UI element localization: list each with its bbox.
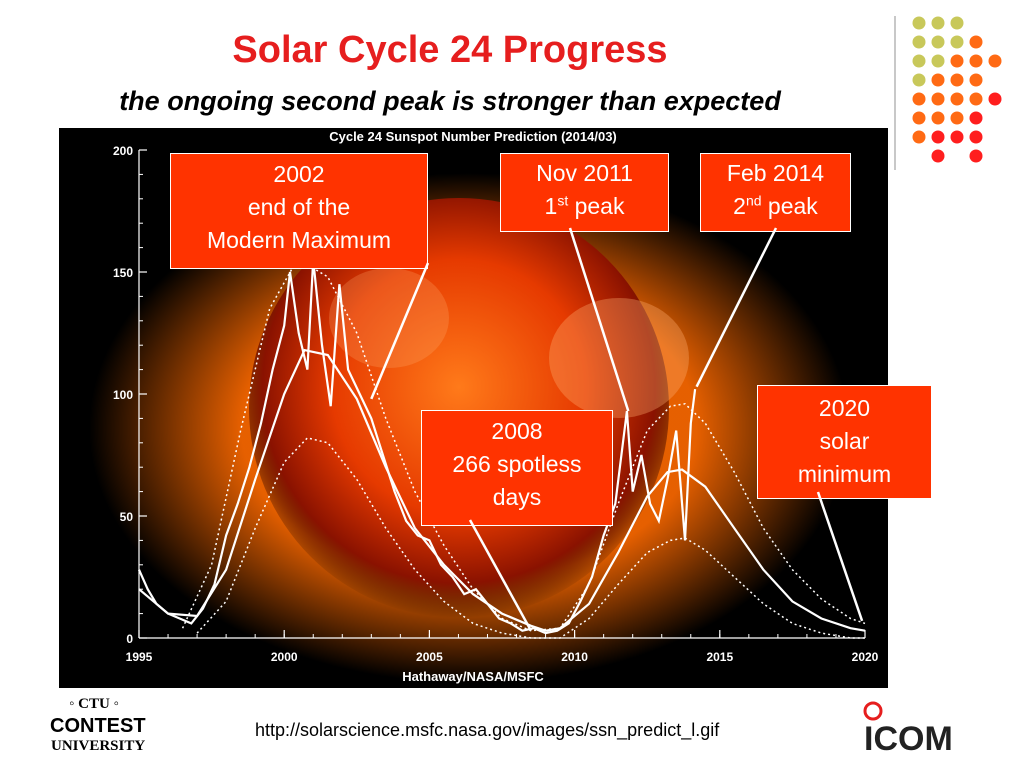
decor-dot: [931, 111, 945, 125]
icom-logo-dot: [863, 701, 883, 721]
decor-dot: [950, 73, 964, 87]
decor-dot: [912, 54, 926, 68]
decor-dot: [969, 111, 983, 125]
series-line-dotted-lower: [196, 437, 865, 639]
callout-2002: 2002 end of the Modern Maximum: [170, 153, 428, 269]
callout-2002-line1: 2002: [273, 161, 325, 187]
callout-2020-line3: minimum: [797, 461, 892, 487]
callout-2014-word: peak: [761, 193, 818, 219]
y-tick-label: 0: [126, 632, 133, 646]
callout-2008-line3: days: [492, 484, 542, 510]
callout-2020-line2: solar: [819, 428, 870, 454]
chart-credit: Hathaway/NASA/MSFC: [402, 669, 544, 684]
x-tick-label: 2015: [706, 650, 733, 664]
decor-dot: [969, 54, 983, 68]
decor-dot: [931, 16, 945, 30]
decor-dot: [912, 92, 926, 106]
slide-title: Solar Cycle 24 Progress: [232, 29, 668, 71]
callout-2011-sup: st: [557, 192, 569, 209]
y-tick-label: 150: [113, 266, 133, 280]
decor-dot: [912, 35, 926, 49]
callout-2011-line1: Nov 2011: [536, 160, 633, 186]
decor-dot: [969, 149, 983, 163]
contest-university-logo: ◦ CTU ◦ CONTEST UNIVERSITY: [50, 696, 146, 754]
callout-2011: Nov 2011 1st peak: [500, 153, 669, 232]
callout-2020: 2020 solar minimum: [757, 385, 932, 499]
decor-dot: [969, 35, 983, 49]
sun-active-region: [549, 298, 689, 418]
decor-dot: [969, 73, 983, 87]
divider-line: [894, 16, 896, 170]
decor-dot: [931, 54, 945, 68]
callout-2014: Feb 2014 2nd peak: [700, 153, 851, 232]
callout-2014-line1: Feb 2014: [726, 160, 825, 186]
ctu-logo-university: UNIVERSITY: [51, 738, 145, 754]
callout-2002-line3: Modern Maximum: [206, 227, 392, 253]
decor-dot: [931, 73, 945, 87]
chart-title: Cycle 24 Sunspot Number Prediction (2014…: [329, 129, 617, 144]
decor-dot: [988, 54, 1002, 68]
x-tick-label: 2005: [416, 650, 443, 664]
x-tick-label: 2010: [561, 650, 588, 664]
decor-dot: [950, 35, 964, 49]
callout-2008: 2008 266 spotless days: [421, 410, 613, 526]
decor-dot: [969, 130, 983, 144]
callout-2002-line2: end of the: [247, 194, 351, 220]
icom-logo-text: ICOM: [864, 720, 953, 756]
decor-dot: [912, 73, 926, 87]
callout-2011-num: 1: [544, 193, 558, 219]
callout-2014-num: 2: [733, 193, 746, 219]
decor-dot: [969, 92, 983, 106]
callout-2008-line1: 2008: [491, 418, 543, 444]
decor-dot: [931, 92, 945, 106]
decor-dot: [931, 130, 945, 144]
y-tick-label: 200: [113, 144, 133, 158]
ctu-logo-top: ◦ CTU ◦: [69, 696, 119, 712]
decor-dot: [931, 35, 945, 49]
x-tick-label: 2000: [271, 650, 298, 664]
y-tick-label: 50: [120, 510, 134, 524]
decor-dot: [912, 16, 926, 30]
decor-dot: [950, 54, 964, 68]
callout-2014-sup: nd: [745, 192, 762, 209]
callout-2020-line1: 2020: [818, 395, 871, 421]
decor-dot: [931, 149, 945, 163]
ctu-logo-contest: CONTEST: [50, 715, 146, 737]
x-tick-label: 2020: [852, 650, 879, 664]
slide-subtitle: the ongoing second peak is stronger than…: [119, 86, 781, 116]
callout-2014-line2: 2nd peak: [701, 190, 850, 223]
callout-2011-line2: 1st peak: [501, 190, 668, 223]
decorative-dot-grid: [912, 16, 1002, 163]
source-url[interactable]: http://solarscience.msfc.nasa.gov/images…: [255, 720, 720, 740]
decor-dot: [950, 92, 964, 106]
decor-dot: [950, 111, 964, 125]
icom-logo: ICOM: [863, 701, 953, 756]
decor-dot: [912, 111, 926, 125]
decor-dot: [912, 130, 926, 144]
callout-2008-line2: 266 spotless: [452, 451, 582, 477]
y-tick-label: 100: [113, 388, 133, 402]
callout-2011-word: peak: [568, 193, 625, 219]
decor-dot: [988, 92, 1002, 106]
decor-dot: [950, 16, 964, 30]
x-tick-label: 1995: [126, 650, 153, 664]
decor-dot: [950, 130, 964, 144]
